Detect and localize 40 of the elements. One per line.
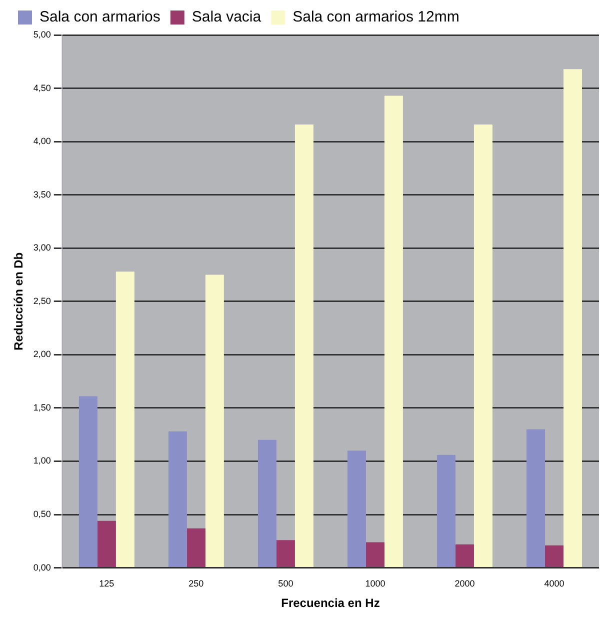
y-axis-title: Reducción en Db (12, 252, 26, 350)
bar (116, 272, 134, 568)
legend-label: Sala vacia (192, 8, 262, 26)
bar (294, 124, 314, 568)
x-tick-label: 4000 (544, 578, 564, 589)
bar (455, 544, 474, 568)
bar (384, 96, 403, 568)
y-tick-label: 3,50 (33, 189, 51, 200)
bar (366, 542, 384, 568)
bar (97, 520, 116, 568)
bar (347, 450, 366, 568)
x-tick-label: 2000 (454, 578, 475, 589)
y-tick-label: 0,50 (33, 509, 51, 520)
bar (258, 440, 276, 568)
y-tick-label: 2,50 (33, 296, 51, 306)
legend-label: Sala con armarios (40, 8, 160, 26)
y-tick-label: 1,50 (33, 402, 51, 412)
bar (205, 274, 224, 568)
bar (474, 124, 492, 568)
y-tick-label: 1,00 (33, 456, 51, 466)
x-tick-label: 250 (188, 578, 204, 589)
y-tick-label: 4,50 (33, 82, 51, 93)
bar (78, 396, 98, 568)
y-tick-label: 3,00 (33, 242, 51, 253)
y-tick-label: 2,00 (33, 349, 51, 360)
x-tick-label: 1000 (365, 578, 386, 589)
x-tick-label: 500 (278, 578, 294, 589)
legend-label: Sala con armarios 12mm (292, 8, 460, 26)
bar (168, 431, 187, 568)
bar (436, 454, 456, 568)
bar (276, 540, 295, 568)
bar (563, 69, 582, 568)
y-tick-label: 4,00 (33, 136, 51, 146)
y-tick-label: 0,00 (33, 562, 51, 572)
x-tick-label: 125 (99, 578, 114, 589)
y-tick-label: 5,00 (33, 29, 51, 40)
bar (544, 545, 564, 568)
x-axis-title: Frecuencia en Hz (281, 596, 380, 610)
bar (526, 429, 545, 568)
bar (186, 528, 206, 568)
